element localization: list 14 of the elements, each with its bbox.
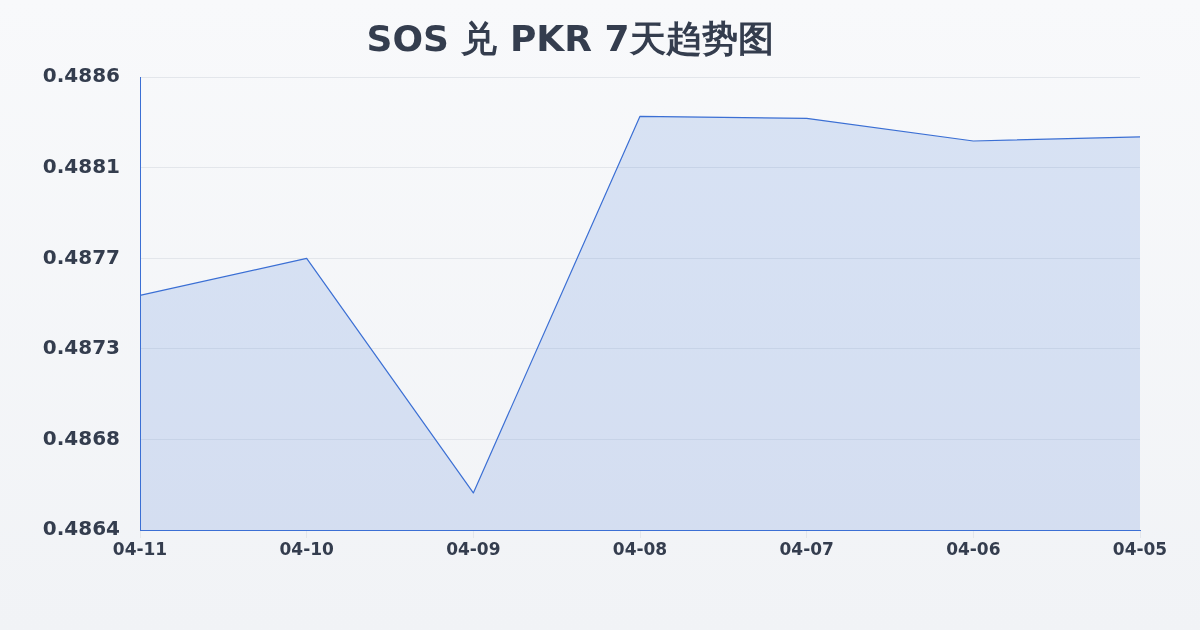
x-tick-label: 04-05 [1112,538,1168,559]
y-tick-label: 0.4873 [42,335,120,360]
x-tick-label: 04-07 [779,538,834,559]
y-tick-label: 0.4864 [42,516,120,541]
y-tick-label: 0.4886 [42,63,120,88]
y-tick-label: 0.4881 [42,153,120,178]
x-tick-label: 04-06 [946,538,1001,559]
x-tick-label: 04-08 [612,538,668,559]
y-tick-label: 0.4877 [42,244,120,269]
y-tick-label: 0.4868 [42,425,120,450]
x-tick-label: 04-11 [112,538,168,559]
chart-title: SOS 兑 PKR 7天趋势图 [366,17,774,59]
x-tick-label: 04-10 [279,538,335,559]
x-tick-label: 04-09 [446,538,501,559]
